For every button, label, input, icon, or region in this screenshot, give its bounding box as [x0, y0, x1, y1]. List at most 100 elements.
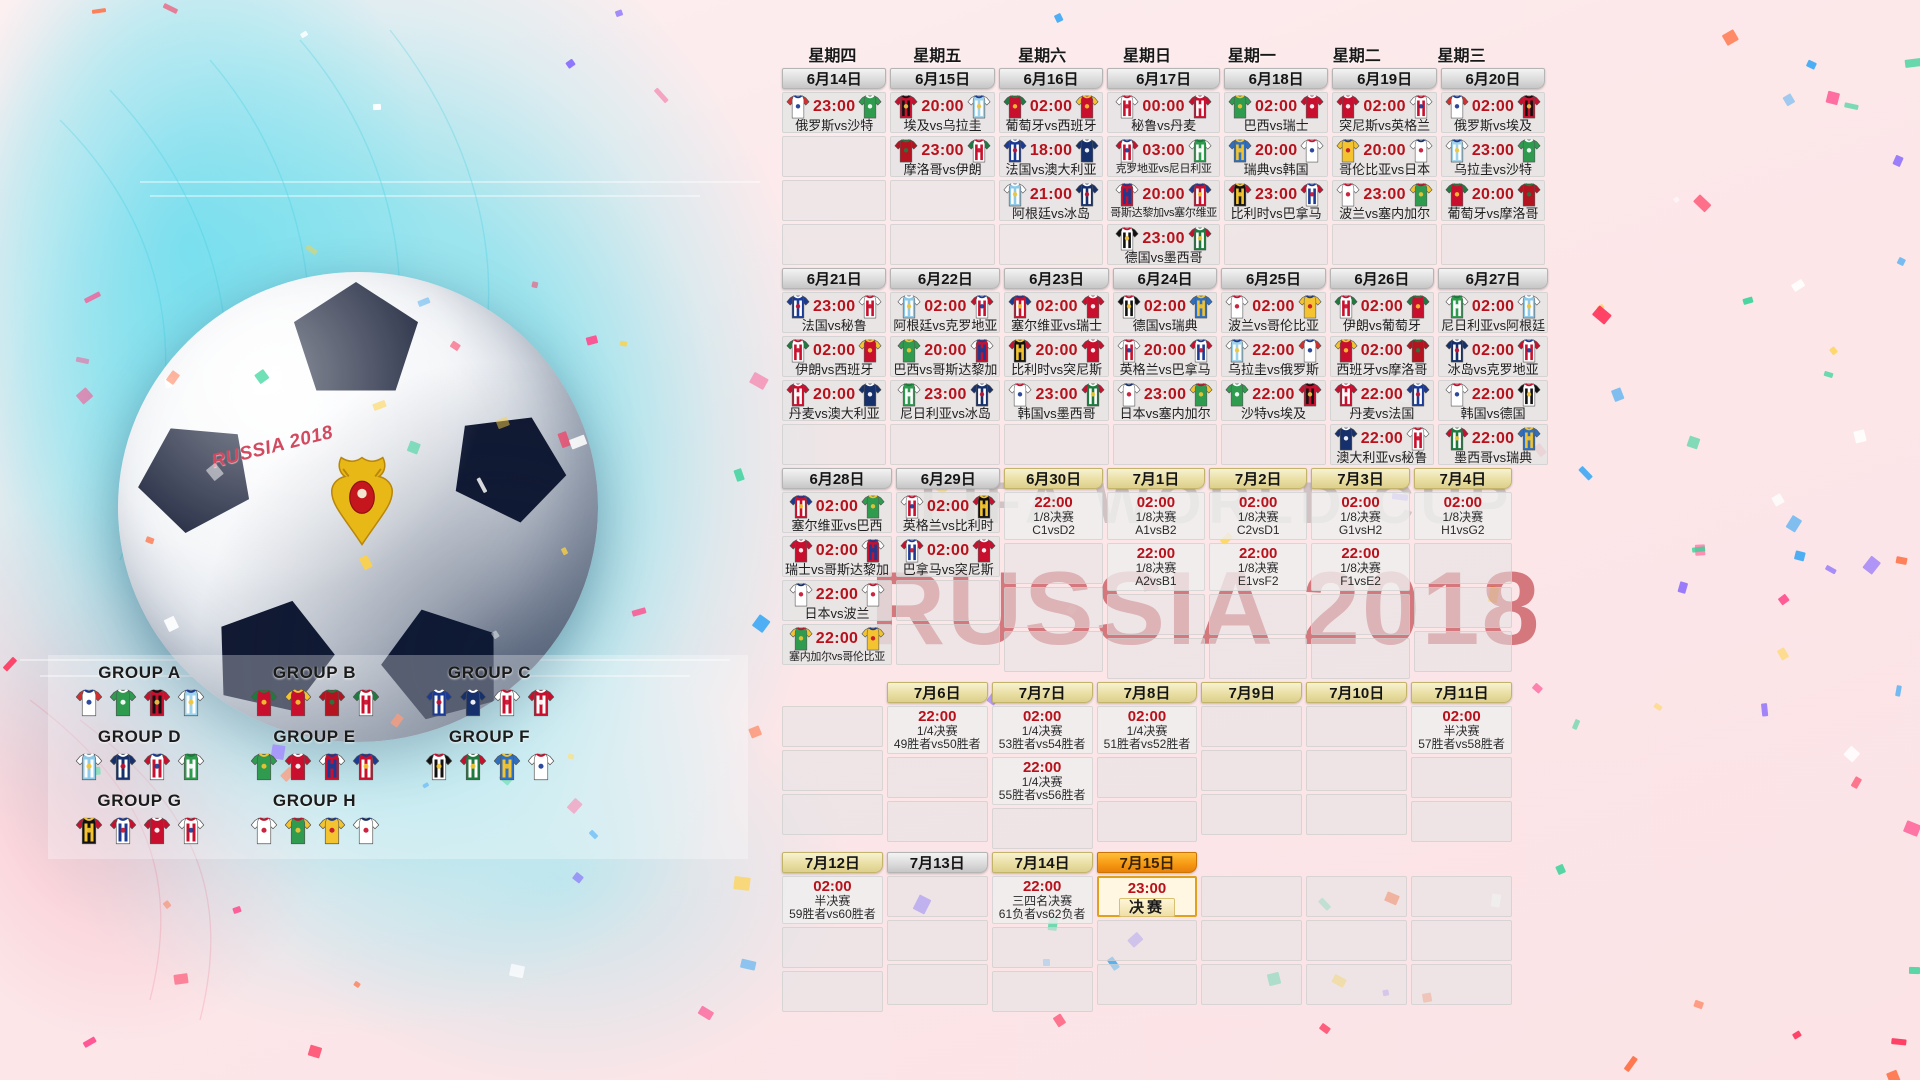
date-label[interactable]: 6月22日 [890, 268, 1001, 289]
match-cell[interactable]: 02:00 波兰vs哥伦比亚 [1221, 292, 1326, 333]
date-label[interactable]: 7月12日 [782, 852, 883, 873]
date-label[interactable]: 7月1日 [1106, 468, 1206, 489]
match-cell[interactable]: 20:00 哥伦比亚vs日本 [1332, 136, 1437, 177]
match-cell[interactable]: 23:00 日本vs塞内加尔 [1112, 380, 1218, 421]
match-cell[interactable]: 20:00 比利时vs突尼斯 [1004, 336, 1109, 377]
knockout-match-cell[interactable]: 22:00 1/8决赛 A2vsB1 [1106, 543, 1206, 591]
date-label[interactable]: 7月7日 [991, 682, 1093, 703]
knockout-match-cell[interactable]: 02:00 1/4决赛 51胜者vs52胜者 [1096, 706, 1198, 754]
date-label[interactable]: 6月30日 [1004, 468, 1103, 489]
knockout-match-cell[interactable]: 02:00 1/8决赛 A1vsB2 [1106, 492, 1206, 540]
match-cell[interactable]: 18:00 法国vs澳大利亚 [998, 136, 1104, 177]
date-label[interactable]: 7月8日 [1096, 682, 1198, 703]
match-cell[interactable]: 22:00 澳大利亚vs秘鲁 [1329, 424, 1435, 465]
group-box[interactable]: GROUP A [52, 661, 227, 725]
date-label[interactable]: 6月25日 [1221, 268, 1326, 289]
date-label[interactable]: 6月29日 [896, 468, 1001, 489]
match-cell[interactable]: 02:00 巴拿马vs突尼斯 [896, 536, 1001, 577]
match-cell[interactable]: 23:00 乌拉圭vs沙特 [1440, 136, 1546, 177]
knockout-match-cell[interactable]: 02:00 1/8决赛 C2vsD1 [1209, 492, 1308, 540]
match-cell[interactable]: 23:00 摩洛哥vs伊朗 [890, 136, 995, 177]
date-label[interactable]: 7月6日 [886, 682, 988, 703]
match-cell[interactable]: 23:00 德国vs墨西哥 [1107, 224, 1220, 265]
match-cell[interactable]: 03:00 克罗地亚vs尼日利亚 [1107, 136, 1220, 177]
match-cell[interactable]: 02:00 塞尔维亚vs巴西 [782, 492, 893, 533]
match-cell[interactable]: 22:00 沙特vs埃及 [1221, 380, 1326, 421]
date-label[interactable]: 7月2日 [1209, 468, 1308, 489]
knockout-match-cell[interactable]: 22:00 1/4决赛 49胜者vs50胜者 [886, 706, 988, 754]
match-cell[interactable]: 23:00 波兰vs塞内加尔 [1332, 180, 1437, 221]
knockout-match-cell[interactable]: 02:00 半决赛 59胜者vs60胜者 [782, 876, 883, 924]
match-cell[interactable]: 02:00 瑞士vs哥斯达黎加 [782, 536, 893, 577]
date-label[interactable]: 7月3日 [1311, 468, 1410, 489]
match-cell[interactable]: 20:00 瑞典vs韩国 [1223, 136, 1329, 177]
knockout-match-cell[interactable]: 02:00 1/4决赛 53胜者vs54胜者 [991, 706, 1093, 754]
match-cell[interactable]: 22:00 墨西哥vs瑞典 [1438, 424, 1549, 465]
knockout-match-cell[interactable]: 22:00 1/8决赛 F1vsE2 [1311, 543, 1410, 591]
match-cell[interactable]: 02:00 西班牙vs摩洛哥 [1329, 336, 1435, 377]
match-cell[interactable]: 22:00 乌拉圭vs俄罗斯 [1221, 336, 1326, 377]
match-cell[interactable]: 02:00 冰岛vs克罗地亚 [1438, 336, 1549, 377]
match-cell[interactable]: 21:00 阿根廷vs冰岛 [998, 180, 1104, 221]
match-cell[interactable]: 02:00 阿根廷vs克罗地亚 [890, 292, 1001, 333]
knockout-match-cell[interactable]: 22:00 三四名决赛 61负者vs62负者 [991, 876, 1093, 924]
date-label[interactable]: 6月19日 [1332, 68, 1437, 89]
knockout-match-cell[interactable]: 22:00 1/8决赛 C1vsD2 [1004, 492, 1103, 540]
group-box[interactable]: GROUP G [52, 789, 227, 853]
group-box[interactable]: GROUP B [227, 661, 402, 725]
match-cell[interactable]: 23:00 俄罗斯vs沙特 [782, 92, 887, 133]
date-label[interactable]: 6月24日 [1112, 268, 1218, 289]
date-label[interactable]: 6月21日 [782, 268, 887, 289]
group-box[interactable]: GROUP F [402, 725, 577, 789]
match-cell[interactable]: 23:00 韩国vs墨西哥 [1004, 380, 1109, 421]
date-label[interactable]: 7月9日 [1201, 682, 1303, 703]
match-cell[interactable]: 20:00 巴西vs哥斯达黎加 [890, 336, 1001, 377]
date-label[interactable]: 6月28日 [782, 468, 893, 489]
date-label[interactable]: 6月17日 [1107, 68, 1220, 89]
match-cell[interactable]: 23:00 比利时vs巴拿马 [1223, 180, 1329, 221]
match-cell[interactable]: 00:00 秘鲁vs丹麦 [1107, 92, 1220, 133]
knockout-match-cell[interactable]: 22:00 1/4决赛 55胜者vs56胜者 [991, 757, 1093, 805]
match-cell[interactable]: 02:00 英格兰vs比利时 [896, 492, 1001, 533]
date-label[interactable]: 6月23日 [1004, 268, 1109, 289]
match-cell[interactable]: 22:00 日本vs波兰 [782, 580, 893, 621]
match-cell[interactable]: 20:00 英格兰vs巴拿马 [1112, 336, 1218, 377]
date-label[interactable]: 6月20日 [1440, 68, 1546, 89]
date-label[interactable]: 6月15日 [890, 68, 995, 89]
match-cell[interactable]: 23:00 尼日利亚vs冰岛 [890, 380, 1001, 421]
date-label[interactable]: 6月18日 [1223, 68, 1329, 89]
date-label[interactable]: 7月11日 [1411, 682, 1512, 703]
match-cell[interactable]: 02:00 突尼斯vs英格兰 [1332, 92, 1437, 133]
final-match-cell[interactable]: 23:00 决赛 [1096, 876, 1198, 917]
date-label[interactable]: 7月15日 [1096, 852, 1198, 873]
date-label[interactable]: 7月14日 [991, 852, 1093, 873]
date-label[interactable]: 7月13日 [886, 852, 988, 873]
match-cell[interactable]: 20:00 葡萄牙vs摩洛哥 [1440, 180, 1546, 221]
group-box[interactable]: GROUP H [227, 789, 402, 853]
date-label[interactable]: 6月16日 [998, 68, 1104, 89]
match-cell[interactable]: 02:00 德国vs瑞典 [1112, 292, 1218, 333]
match-cell[interactable]: 02:00 塞尔维亚vs瑞士 [1004, 292, 1109, 333]
date-label[interactable]: 6月27日 [1438, 268, 1549, 289]
match-cell[interactable]: 02:00 葡萄牙vs西班牙 [998, 92, 1104, 133]
match-cell[interactable]: 22:00 丹麦vs法国 [1329, 380, 1435, 421]
date-label[interactable]: 6月26日 [1329, 268, 1435, 289]
group-box[interactable]: GROUP E [227, 725, 402, 789]
match-cell[interactable]: 02:00 伊朗vs西班牙 [782, 336, 887, 377]
group-box[interactable]: GROUP C [402, 661, 577, 725]
knockout-match-cell[interactable]: 22:00 1/8决赛 E1vsF2 [1209, 543, 1308, 591]
date-label[interactable]: 7月10日 [1306, 682, 1408, 703]
match-cell[interactable]: 20:00 埃及vs乌拉圭 [890, 92, 995, 133]
date-label[interactable]: 7月4日 [1413, 468, 1512, 489]
match-cell[interactable]: 02:00 俄罗斯vs埃及 [1440, 92, 1546, 133]
match-cell[interactable]: 23:00 法国vs秘鲁 [782, 292, 887, 333]
knockout-match-cell[interactable]: 02:00 半决赛 57胜者vs58胜者 [1411, 706, 1512, 754]
match-cell[interactable]: 22:00 韩国vs德国 [1438, 380, 1549, 421]
match-cell[interactable]: 02:00 尼日利亚vs阿根廷 [1438, 292, 1549, 333]
date-label[interactable]: 6月14日 [782, 68, 887, 89]
knockout-match-cell[interactable]: 02:00 1/8决赛 H1vsG2 [1413, 492, 1512, 540]
match-cell[interactable]: 20:00 丹麦vs澳大利亚 [782, 380, 887, 421]
match-cell[interactable]: 02:00 伊朗vs葡萄牙 [1329, 292, 1435, 333]
knockout-match-cell[interactable]: 02:00 1/8决赛 G1vsH2 [1311, 492, 1410, 540]
match-cell[interactable]: 20:00 哥斯达黎加vs塞尔维亚 [1107, 180, 1220, 221]
